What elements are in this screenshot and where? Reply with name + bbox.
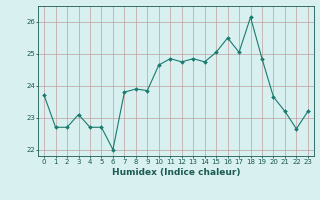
- X-axis label: Humidex (Indice chaleur): Humidex (Indice chaleur): [112, 168, 240, 177]
